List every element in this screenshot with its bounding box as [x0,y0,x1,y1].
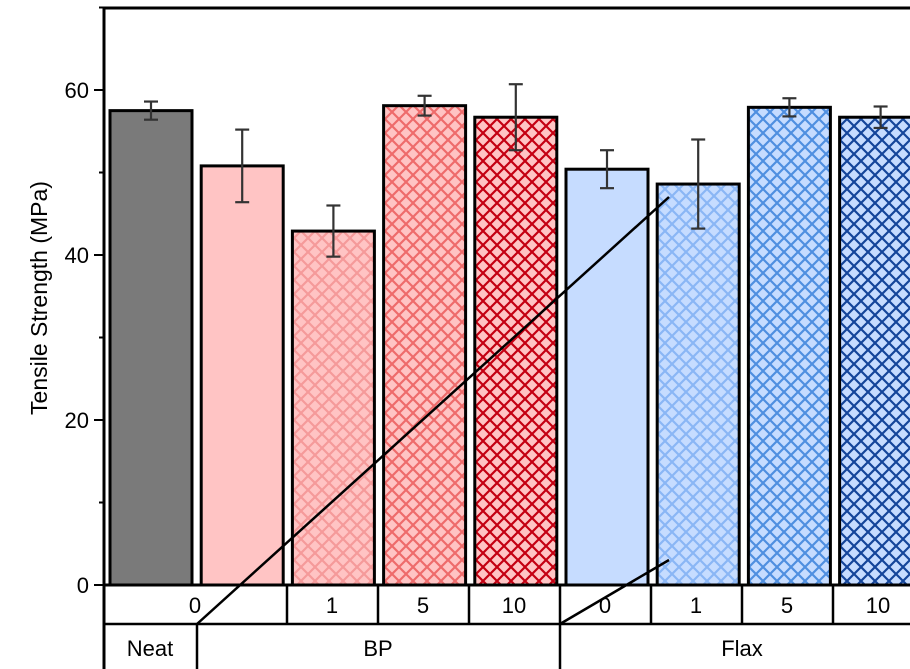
bar-flax-1 [655,182,741,587]
loading-cell: 1 [326,593,338,618]
bar-bp-0 [199,164,285,587]
y-axis-label: Tensile Strength (MPa) [26,181,52,415]
loading-cell: 10 [866,593,890,618]
loading-cell: 1 [690,593,702,618]
error-bar [873,105,888,130]
y-ticks: 0 20 40 60 [65,6,104,598]
table-rule [559,558,670,626]
loading-cell: 10 [502,593,526,618]
loading-cell: 0 [599,593,611,618]
bar-flax-10 [838,115,910,587]
y-tick-label: 40 [65,243,89,268]
loading-cell: 5 [781,593,793,618]
error-bar [235,128,250,204]
error-bar [508,83,523,152]
error-bar [691,138,706,230]
error-bar [782,97,797,118]
error-bar [417,94,432,117]
bar-bp-10 [473,115,559,587]
bar-neat-0 [108,109,194,587]
material-cell: Flax [721,636,763,661]
bar-flax-5 [746,105,832,587]
y-tick-label: 0 [77,573,89,598]
error-bar [144,100,158,121]
y-tick-label: 60 [65,78,89,103]
table-rule [196,196,670,625]
loading-cell: 0 [189,593,201,618]
bar-bp-5 [382,104,468,587]
bar-flax-0 [564,167,650,587]
category-table: 0 1 5 10 0 1 5 10 Neat BP Flax [104,196,910,669]
material-cell: BP [363,636,392,661]
loading-cell: 5 [417,593,429,618]
error-bar [600,149,614,190]
error-bar [326,204,341,258]
y-tick-label: 20 [65,408,89,433]
bar-bp-1 [290,229,376,587]
material-cell: Neat [127,636,173,661]
bars [108,83,910,587]
